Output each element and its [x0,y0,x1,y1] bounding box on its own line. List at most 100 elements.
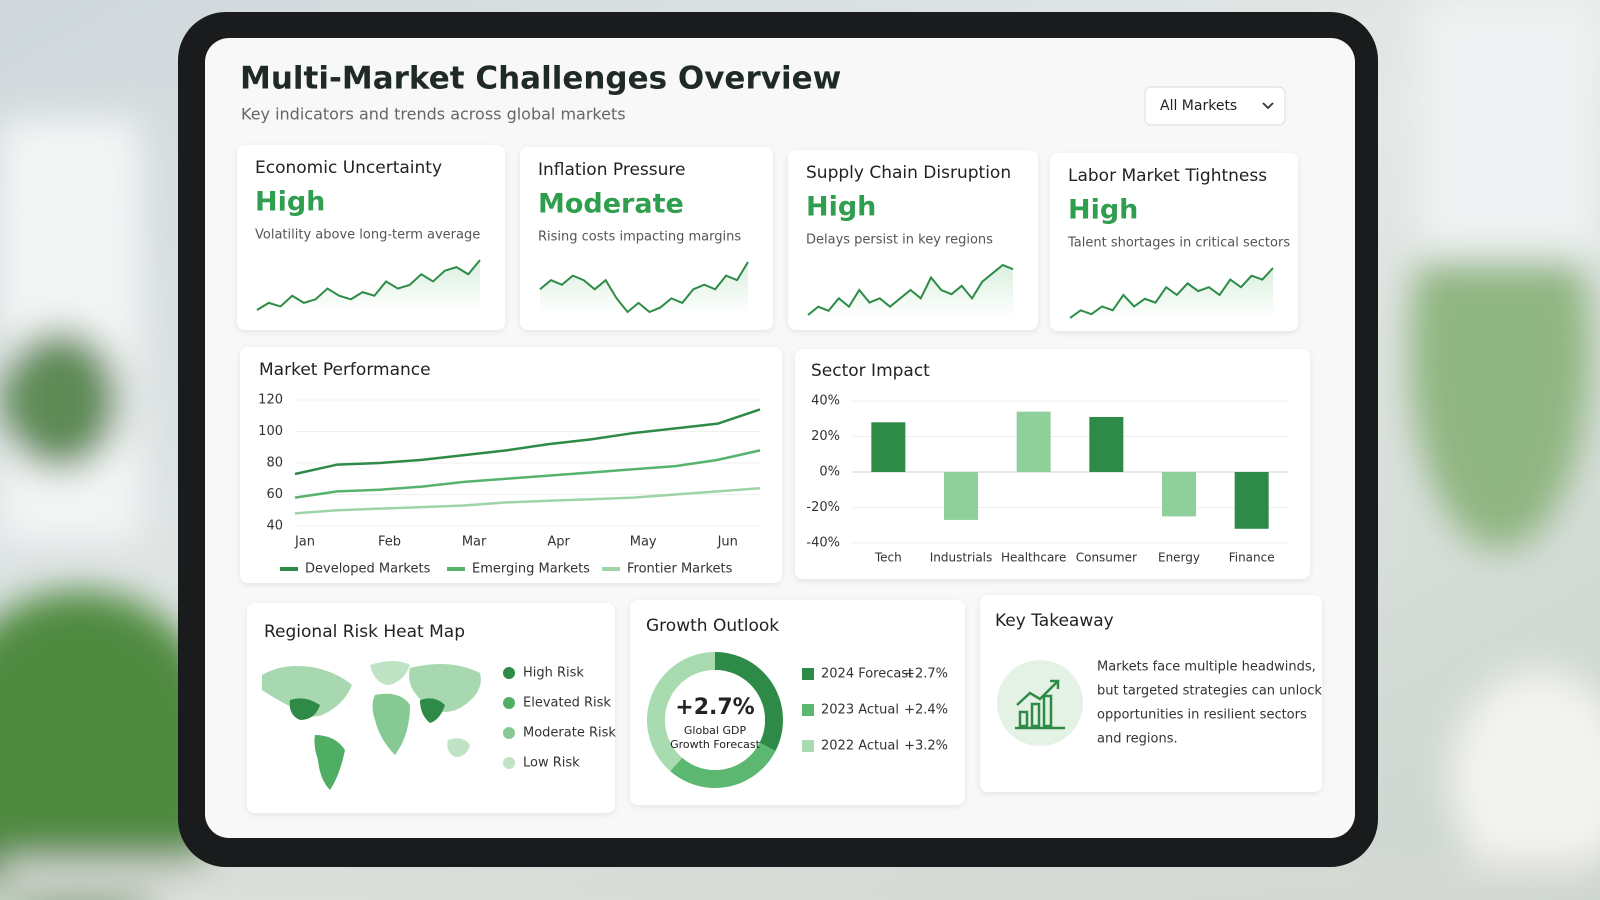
y-tick-label: 40 [266,519,283,534]
x-tick-label: Industrials [930,551,993,565]
x-tick-label: Jan [294,535,315,550]
sparkline [807,263,1014,316]
kpi-note: Delays persist in key regions [806,233,993,248]
kpi-card [788,150,1038,330]
kpi-title: Economic Uncertainty [255,158,442,178]
kpi-level: High [255,187,325,218]
legend-label: Low Risk [523,756,580,771]
legend-label: Emerging Markets [472,562,590,577]
chart-title: Sector Impact [811,361,930,381]
kpi-note: Volatility above long-term average [255,228,480,243]
x-tick-label: Tech [874,551,902,565]
donut-segment [715,652,783,751]
line-series [294,486,761,515]
chart-title: Market Performance [259,360,431,380]
takeaway-text: but targeted strategies can unlock [1097,684,1322,699]
sparkline-area [257,260,480,313]
donut-segment [670,742,776,789]
map-region [262,666,352,717]
dashboard-subtitle: Key indicators and trends across global … [241,105,626,124]
dashboard-title: Multi-Market Challenges Overview [240,61,841,97]
kpi-title: Supply Chain Disruption [806,163,1011,183]
x-tick-label: Apr [547,535,570,550]
line-series [294,449,761,499]
takeaway-text: opportunities in resilient sectors [1097,708,1307,723]
x-tick-label: Mar [462,535,487,550]
y-tick-label: 80 [266,456,283,471]
legend-label: High Risk [523,666,584,681]
bar [1089,416,1124,472]
legend-label: 2023 Actual [821,703,899,718]
legend-dot [503,757,515,769]
value-label: +2.7% [904,667,948,682]
dropdown-label[interactable]: All Markets [1160,98,1237,114]
sparkline-area [540,262,748,315]
legend-label: Developed Markets [305,562,431,577]
icon-bar [1018,710,1029,728]
dropdown[interactable] [1144,86,1286,126]
y-tick-label: 120 [258,393,283,408]
y-tick-label: -40% [806,536,840,551]
map-region [420,698,445,723]
legend-label: Elevated Risk [523,696,611,711]
x-tick-label: Finance [1229,551,1275,565]
takeaway-title: Key Takeaway [995,611,1114,631]
donut-center-label: Global GDP [684,724,747,737]
legend-dot [503,727,515,739]
market-filter[interactable]: All Markets [1144,86,1286,126]
x-tick-label: Consumer [1076,551,1137,565]
takeaway-icon [997,660,1083,746]
icon-bar [1030,702,1041,728]
donut-segment [646,652,715,772]
icon-bar [1042,694,1053,728]
sparkline [539,261,749,314]
x-tick-label: Energy [1158,551,1200,565]
kpi-level: High [806,192,876,223]
sparkline-area [1070,268,1273,321]
y-tick-label: 20% [811,429,840,444]
icon-arrow [1016,679,1060,706]
chart-card [240,347,782,583]
x-tick-label: Jun [717,535,738,550]
map-region [289,698,320,720]
takeaway-text: and regions. [1097,732,1178,747]
y-tick-label: 100 [258,424,283,439]
world-map [262,661,481,790]
legend-label: Moderate Risk [523,726,616,741]
sparkline [256,259,481,311]
map-region [314,735,345,790]
map-region [447,738,470,757]
takeaway-card [980,595,1322,792]
kpi-note: Talent shortages in critical sectors [1067,236,1290,251]
x-tick-label: Feb [378,535,401,550]
legend-label: 2024 Forecast [821,667,913,682]
legend-dot [503,697,515,709]
sparkline [1069,267,1274,319]
kpi-title: Inflation Pressure [538,160,685,180]
legend-swatch [802,704,814,716]
legend-swatch [802,668,814,680]
bar [871,422,906,472]
heatmap-title: Regional Risk Heat Map [264,622,465,642]
value-label: +3.2% [904,739,948,754]
legend-swatch [802,740,814,752]
dropdown-chevron[interactable] [1262,102,1274,110]
bar [1162,472,1196,517]
y-tick-label: 40% [811,394,840,409]
donut-center-value: +2.7% [675,695,754,720]
y-tick-label: -20% [806,500,840,515]
legend-dot [503,667,515,679]
donut-hole [665,670,765,770]
kpi-title: Labor Market Tightness [1068,166,1267,186]
chart-title: Growth Outlook [646,616,779,636]
bar [944,472,978,520]
legend-label: 2022 Actual [821,739,899,754]
kpi-note: Rising costs impacting margins [538,230,741,245]
y-tick-label: 0% [819,465,840,480]
kpi-level: High [1068,195,1138,226]
sparkline-area [808,265,1013,318]
kpi-level: Moderate [538,189,684,220]
